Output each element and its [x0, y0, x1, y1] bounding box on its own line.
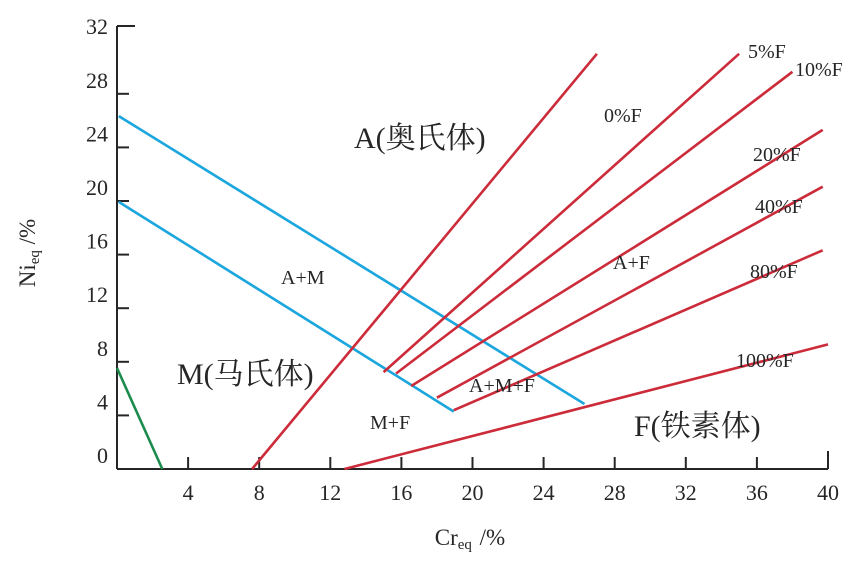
svg-text:32: 32	[86, 14, 108, 39]
svg-text:16: 16	[390, 480, 412, 505]
svg-text:0%F: 0%F	[604, 105, 642, 127]
svg-text:8: 8	[254, 480, 265, 505]
svg-text:Creq /%: Creq /%	[435, 525, 505, 553]
svg-text:8: 8	[97, 336, 108, 361]
svg-text:32: 32	[675, 480, 697, 505]
svg-text:20%F: 20%F	[753, 144, 801, 166]
svg-text:M+F: M+F	[370, 412, 410, 434]
svg-text:M(马氏体): M(马氏体)	[177, 358, 314, 391]
svg-text:F(铁素体): F(铁素体)	[634, 410, 761, 443]
svg-text:4: 4	[183, 480, 194, 505]
svg-text:12: 12	[86, 282, 108, 307]
svg-text:A+M: A+M	[281, 267, 325, 289]
svg-text:40%F: 40%F	[755, 196, 803, 218]
svg-text:10%F: 10%F	[795, 59, 843, 81]
svg-text:100%F: 100%F	[736, 350, 794, 372]
svg-text:12: 12	[319, 480, 341, 505]
svg-text:0: 0	[97, 443, 108, 468]
svg-text:28: 28	[604, 480, 626, 505]
svg-text:28: 28	[86, 68, 108, 93]
svg-text:A+M+F: A+M+F	[469, 375, 535, 397]
svg-text:16: 16	[86, 229, 108, 254]
svg-text:5%F: 5%F	[748, 41, 786, 63]
svg-text:20: 20	[86, 175, 108, 200]
svg-text:40: 40	[817, 480, 839, 505]
svg-text:36: 36	[746, 480, 768, 505]
svg-text:80%F: 80%F	[750, 261, 798, 283]
svg-text:A+F: A+F	[613, 252, 650, 274]
svg-text:4: 4	[97, 389, 108, 414]
svg-text:24: 24	[533, 480, 555, 505]
svg-text:A(奥氏体): A(奥氏体)	[354, 122, 486, 155]
svg-text:20: 20	[462, 480, 484, 505]
svg-text:24: 24	[86, 121, 108, 146]
svg-text:Nieq /%: Nieq /%	[15, 219, 43, 287]
